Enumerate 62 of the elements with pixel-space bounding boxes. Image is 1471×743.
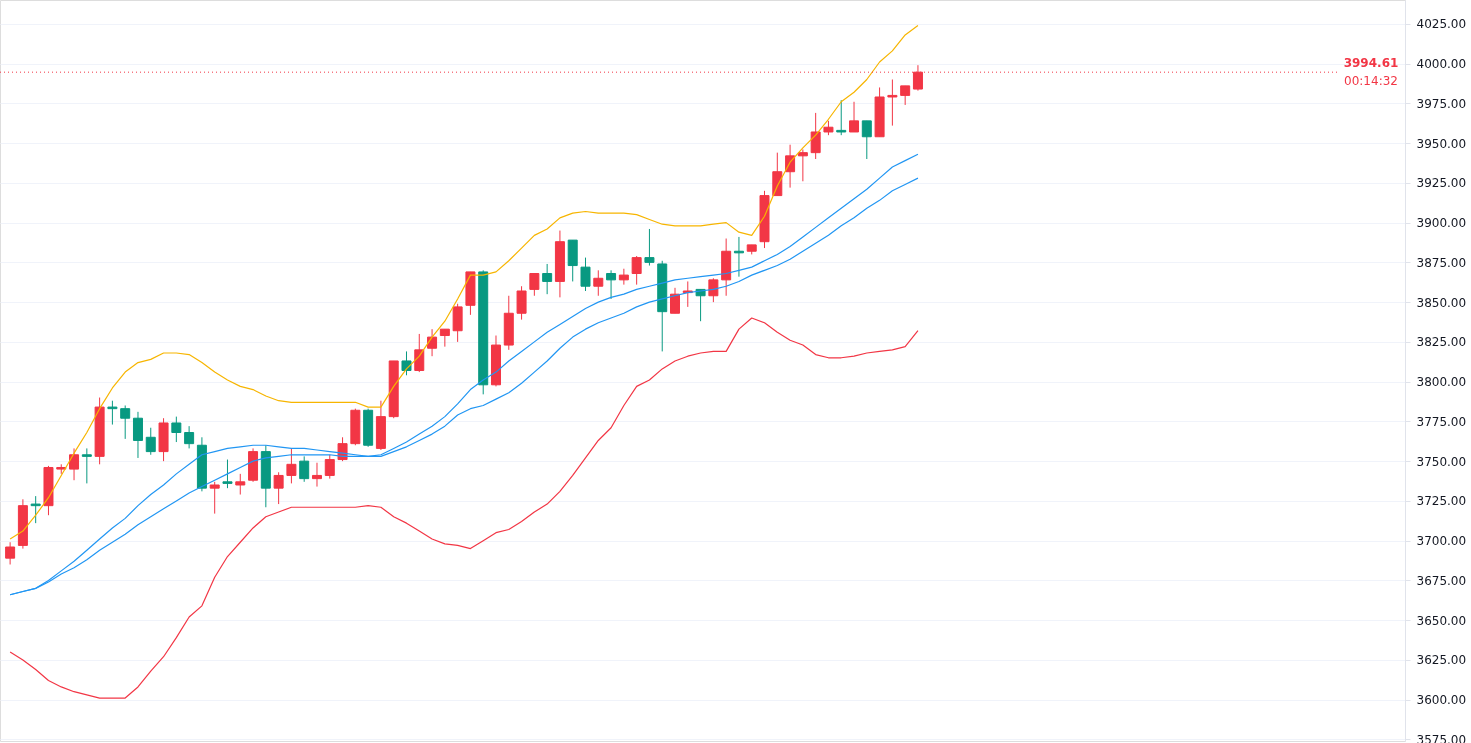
- y-tick-label: 3700.00: [1416, 534, 1467, 549]
- candlestick: [593, 269, 604, 297]
- candlestick: [209, 481, 220, 515]
- y-tick-label: 3775.00: [1416, 414, 1467, 429]
- candlestick: [222, 459, 233, 489]
- candlestick: [631, 255, 642, 286]
- y-tick-label: 3800.00: [1416, 375, 1467, 390]
- candlestick: [516, 285, 527, 321]
- candlestick: [171, 416, 182, 443]
- candlestick: [132, 411, 143, 459]
- y-tick-label: 3975.00: [1416, 96, 1467, 111]
- candlestick: [324, 454, 335, 480]
- y-tick-label: 3825.00: [1416, 335, 1467, 350]
- y-tick-label: 3900.00: [1416, 216, 1467, 231]
- candlestick: [30, 495, 41, 524]
- y-tick-label: 3750.00: [1416, 454, 1467, 469]
- candlestick: [810, 112, 821, 160]
- text: 00:14:32: [1344, 74, 1398, 89]
- y-tick-label: 3725.00: [1416, 494, 1467, 509]
- candlestick: [900, 85, 911, 106]
- candlestick: [849, 101, 860, 133]
- ref-line-label: 3994.61: [1343, 56, 1399, 71]
- candlestick: [120, 404, 131, 440]
- candlestick: [618, 268, 629, 286]
- candlestick: [427, 328, 438, 357]
- line-series: [9, 317, 919, 699]
- candlestick: [861, 120, 872, 160]
- candlestick: [580, 257, 591, 292]
- candlestick: [708, 277, 719, 303]
- y-tick-label: 4025.00: [1416, 17, 1467, 32]
- candlestick: [235, 473, 246, 496]
- y-tick-label: 3675.00: [1416, 573, 1467, 588]
- candlestick: [439, 328, 450, 348]
- y-tick-label: 4000.00: [1416, 57, 1467, 72]
- candlestick: [184, 425, 195, 449]
- candlestick: [887, 79, 898, 127]
- candlestick: [644, 228, 655, 267]
- candlestick: [107, 400, 118, 426]
- candlestick: [69, 447, 80, 481]
- candlestick: [286, 447, 297, 484]
- candlestick: [5, 541, 16, 565]
- candlestick: [529, 273, 540, 297]
- candlestick: [414, 333, 425, 373]
- y-tick-label: 3625.00: [1416, 653, 1467, 668]
- candlestick: [606, 269, 617, 300]
- y-tick-label: 3600.00: [1416, 693, 1467, 708]
- candlestick: [836, 99, 847, 136]
- y-tick-label: 3925.00: [1416, 176, 1467, 191]
- candlestick: [81, 447, 92, 484]
- y-tick-label: 3950.00: [1416, 136, 1467, 151]
- candlestick: [542, 263, 553, 295]
- y-tick-label: 3850.00: [1416, 295, 1467, 310]
- candlestick: [670, 287, 681, 314]
- candlestick: [299, 455, 310, 483]
- y-tick-label: 3650.00: [1416, 613, 1467, 628]
- candlestick: [145, 427, 156, 456]
- candlestick: [797, 148, 808, 182]
- candlestick: [311, 462, 322, 488]
- line-series: [9, 24, 919, 540]
- candlestick: [452, 303, 463, 343]
- y-tick-label: 3875.00: [1416, 255, 1467, 270]
- candlestick: [273, 471, 284, 505]
